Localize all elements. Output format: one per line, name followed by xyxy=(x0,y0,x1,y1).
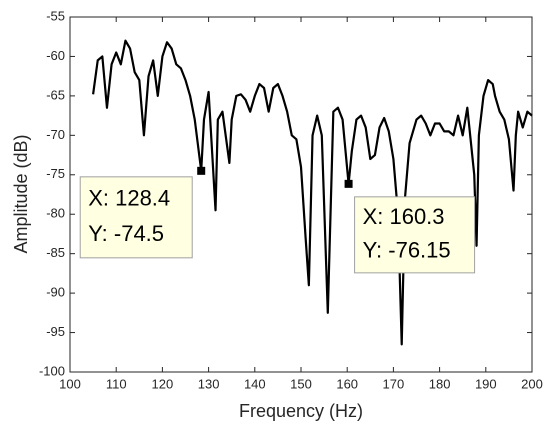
y-tick-label: -75 xyxy=(46,166,65,181)
datatip-y: Y: -74.5 xyxy=(88,221,164,246)
x-tick-label: 130 xyxy=(198,376,220,391)
datatip-marker xyxy=(197,166,206,175)
y-tick-label: -100 xyxy=(39,363,65,378)
x-tick-label: 150 xyxy=(290,376,312,391)
datatip-y: Y: -76.15 xyxy=(363,237,451,262)
x-tick-label: 120 xyxy=(152,376,174,391)
x-tick-label: 190 xyxy=(475,376,497,391)
datatip-box xyxy=(354,196,476,274)
x-tick-label: 180 xyxy=(429,376,451,391)
x-tick-label: 170 xyxy=(383,376,405,391)
x-tick-label: 200 xyxy=(521,376,543,391)
y-axis-label: Amplitude (dB) xyxy=(11,134,31,253)
datatip-box xyxy=(79,176,193,259)
y-tick-label: -60 xyxy=(46,48,65,63)
y-tick-label: -95 xyxy=(46,324,65,339)
y-tick-label: -70 xyxy=(46,127,65,142)
y-tick-label: -55 xyxy=(46,8,65,23)
y-tick-label: -90 xyxy=(46,285,65,300)
x-tick-label: 140 xyxy=(244,376,266,391)
y-tick-label: -65 xyxy=(46,87,65,102)
y-tick-label: -80 xyxy=(46,206,65,221)
x-tick-label: 100 xyxy=(59,376,81,391)
x-tick-label: 110 xyxy=(106,376,127,391)
y-tick-label: -85 xyxy=(46,245,65,260)
x-tick-label: 160 xyxy=(336,376,358,391)
datatip-marker xyxy=(344,179,353,188)
datatip-x: X: 160.3 xyxy=(363,204,445,229)
x-axis-label: Frequency (Hz) xyxy=(239,401,363,421)
datatip-x: X: 128.4 xyxy=(88,185,170,210)
line-series xyxy=(92,39,533,346)
